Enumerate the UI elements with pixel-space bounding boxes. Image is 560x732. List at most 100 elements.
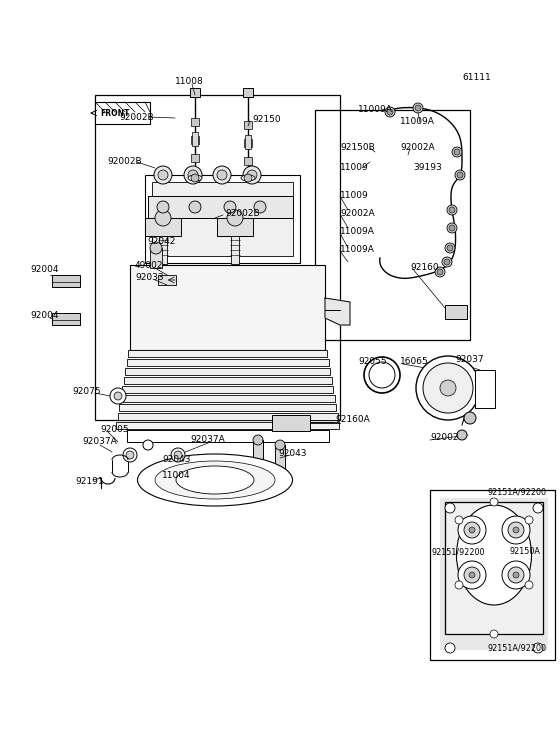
Text: 11009A: 11009A <box>400 118 435 127</box>
Circle shape <box>440 380 456 396</box>
Bar <box>52 275 80 287</box>
Circle shape <box>227 210 243 226</box>
Ellipse shape <box>176 466 254 494</box>
Text: 92033: 92033 <box>135 274 164 283</box>
Circle shape <box>508 522 524 538</box>
Circle shape <box>437 269 443 275</box>
Bar <box>119 404 336 411</box>
Circle shape <box>455 170 465 180</box>
Circle shape <box>525 516 533 524</box>
Ellipse shape <box>138 454 292 506</box>
Text: 92151A/92200: 92151A/92200 <box>488 488 547 496</box>
Bar <box>244 157 252 165</box>
Bar <box>192 132 198 146</box>
Text: 61111: 61111 <box>462 73 491 83</box>
Text: 92151/92200: 92151/92200 <box>432 548 486 556</box>
Circle shape <box>155 210 171 226</box>
Bar <box>95 102 150 124</box>
Circle shape <box>464 412 476 424</box>
Text: 11009A: 11009A <box>340 245 375 255</box>
Text: 11009: 11009 <box>340 190 368 200</box>
Bar <box>191 136 199 144</box>
Text: 92075: 92075 <box>72 387 101 397</box>
Text: 39193: 39193 <box>413 163 442 173</box>
Bar <box>191 154 199 162</box>
Ellipse shape <box>188 175 202 181</box>
Circle shape <box>533 503 543 513</box>
Circle shape <box>158 170 168 180</box>
Circle shape <box>454 149 460 155</box>
Bar <box>159 236 167 264</box>
Bar <box>145 175 300 263</box>
Bar <box>243 88 253 97</box>
Circle shape <box>533 643 543 653</box>
Bar <box>217 218 253 236</box>
Circle shape <box>490 630 498 638</box>
Bar <box>445 502 543 634</box>
Bar <box>152 182 293 256</box>
Text: 92002B: 92002B <box>119 113 153 122</box>
Circle shape <box>189 201 201 213</box>
Text: 92037A: 92037A <box>82 438 116 447</box>
Circle shape <box>244 174 252 182</box>
Text: 11008: 11008 <box>175 78 204 86</box>
Bar <box>158 275 176 285</box>
Circle shape <box>469 572 475 578</box>
Bar <box>122 386 333 393</box>
Text: 11009A: 11009A <box>340 228 375 236</box>
Text: 92004: 92004 <box>30 266 58 274</box>
Text: FRONT: FRONT <box>100 108 129 118</box>
Bar <box>125 368 330 375</box>
Circle shape <box>217 170 227 180</box>
Circle shape <box>188 170 198 180</box>
Circle shape <box>415 105 421 111</box>
Circle shape <box>385 107 395 117</box>
Circle shape <box>253 435 263 445</box>
Circle shape <box>174 451 182 459</box>
Circle shape <box>457 430 467 440</box>
Circle shape <box>275 440 285 450</box>
Circle shape <box>224 201 236 213</box>
Bar <box>128 350 327 357</box>
Circle shape <box>513 527 519 533</box>
Circle shape <box>243 166 261 184</box>
Circle shape <box>435 267 445 277</box>
Bar <box>275 445 285 469</box>
Bar <box>95 95 340 420</box>
Circle shape <box>413 103 423 113</box>
Text: 92055: 92055 <box>358 357 386 367</box>
Circle shape <box>458 561 486 589</box>
Text: 92002B: 92002B <box>107 157 142 166</box>
Text: 92004: 92004 <box>30 310 58 319</box>
Bar <box>52 313 80 325</box>
Circle shape <box>449 207 455 213</box>
Text: 11004: 11004 <box>162 471 190 480</box>
Circle shape <box>143 440 153 450</box>
Circle shape <box>458 516 486 544</box>
Text: 92160A: 92160A <box>335 416 370 425</box>
Circle shape <box>191 174 199 182</box>
Bar <box>244 139 252 147</box>
Circle shape <box>469 527 475 533</box>
Circle shape <box>157 201 169 213</box>
Circle shape <box>455 581 463 589</box>
Circle shape <box>502 561 530 589</box>
Circle shape <box>464 567 480 583</box>
Text: 92002A: 92002A <box>340 209 375 217</box>
Text: 92042: 92042 <box>147 237 175 247</box>
Text: 16065: 16065 <box>400 357 429 367</box>
Circle shape <box>457 172 463 178</box>
Text: 92002A: 92002A <box>400 143 435 152</box>
Text: 92191: 92191 <box>75 477 104 487</box>
Circle shape <box>444 259 450 265</box>
Bar <box>191 118 199 126</box>
Circle shape <box>447 205 457 215</box>
Polygon shape <box>325 298 350 325</box>
Circle shape <box>114 392 122 400</box>
Circle shape <box>445 503 455 513</box>
Bar <box>190 88 200 97</box>
Text: 92160: 92160 <box>410 264 438 272</box>
Text: 92043: 92043 <box>278 449 306 458</box>
Bar <box>245 135 251 149</box>
Ellipse shape <box>155 461 275 499</box>
